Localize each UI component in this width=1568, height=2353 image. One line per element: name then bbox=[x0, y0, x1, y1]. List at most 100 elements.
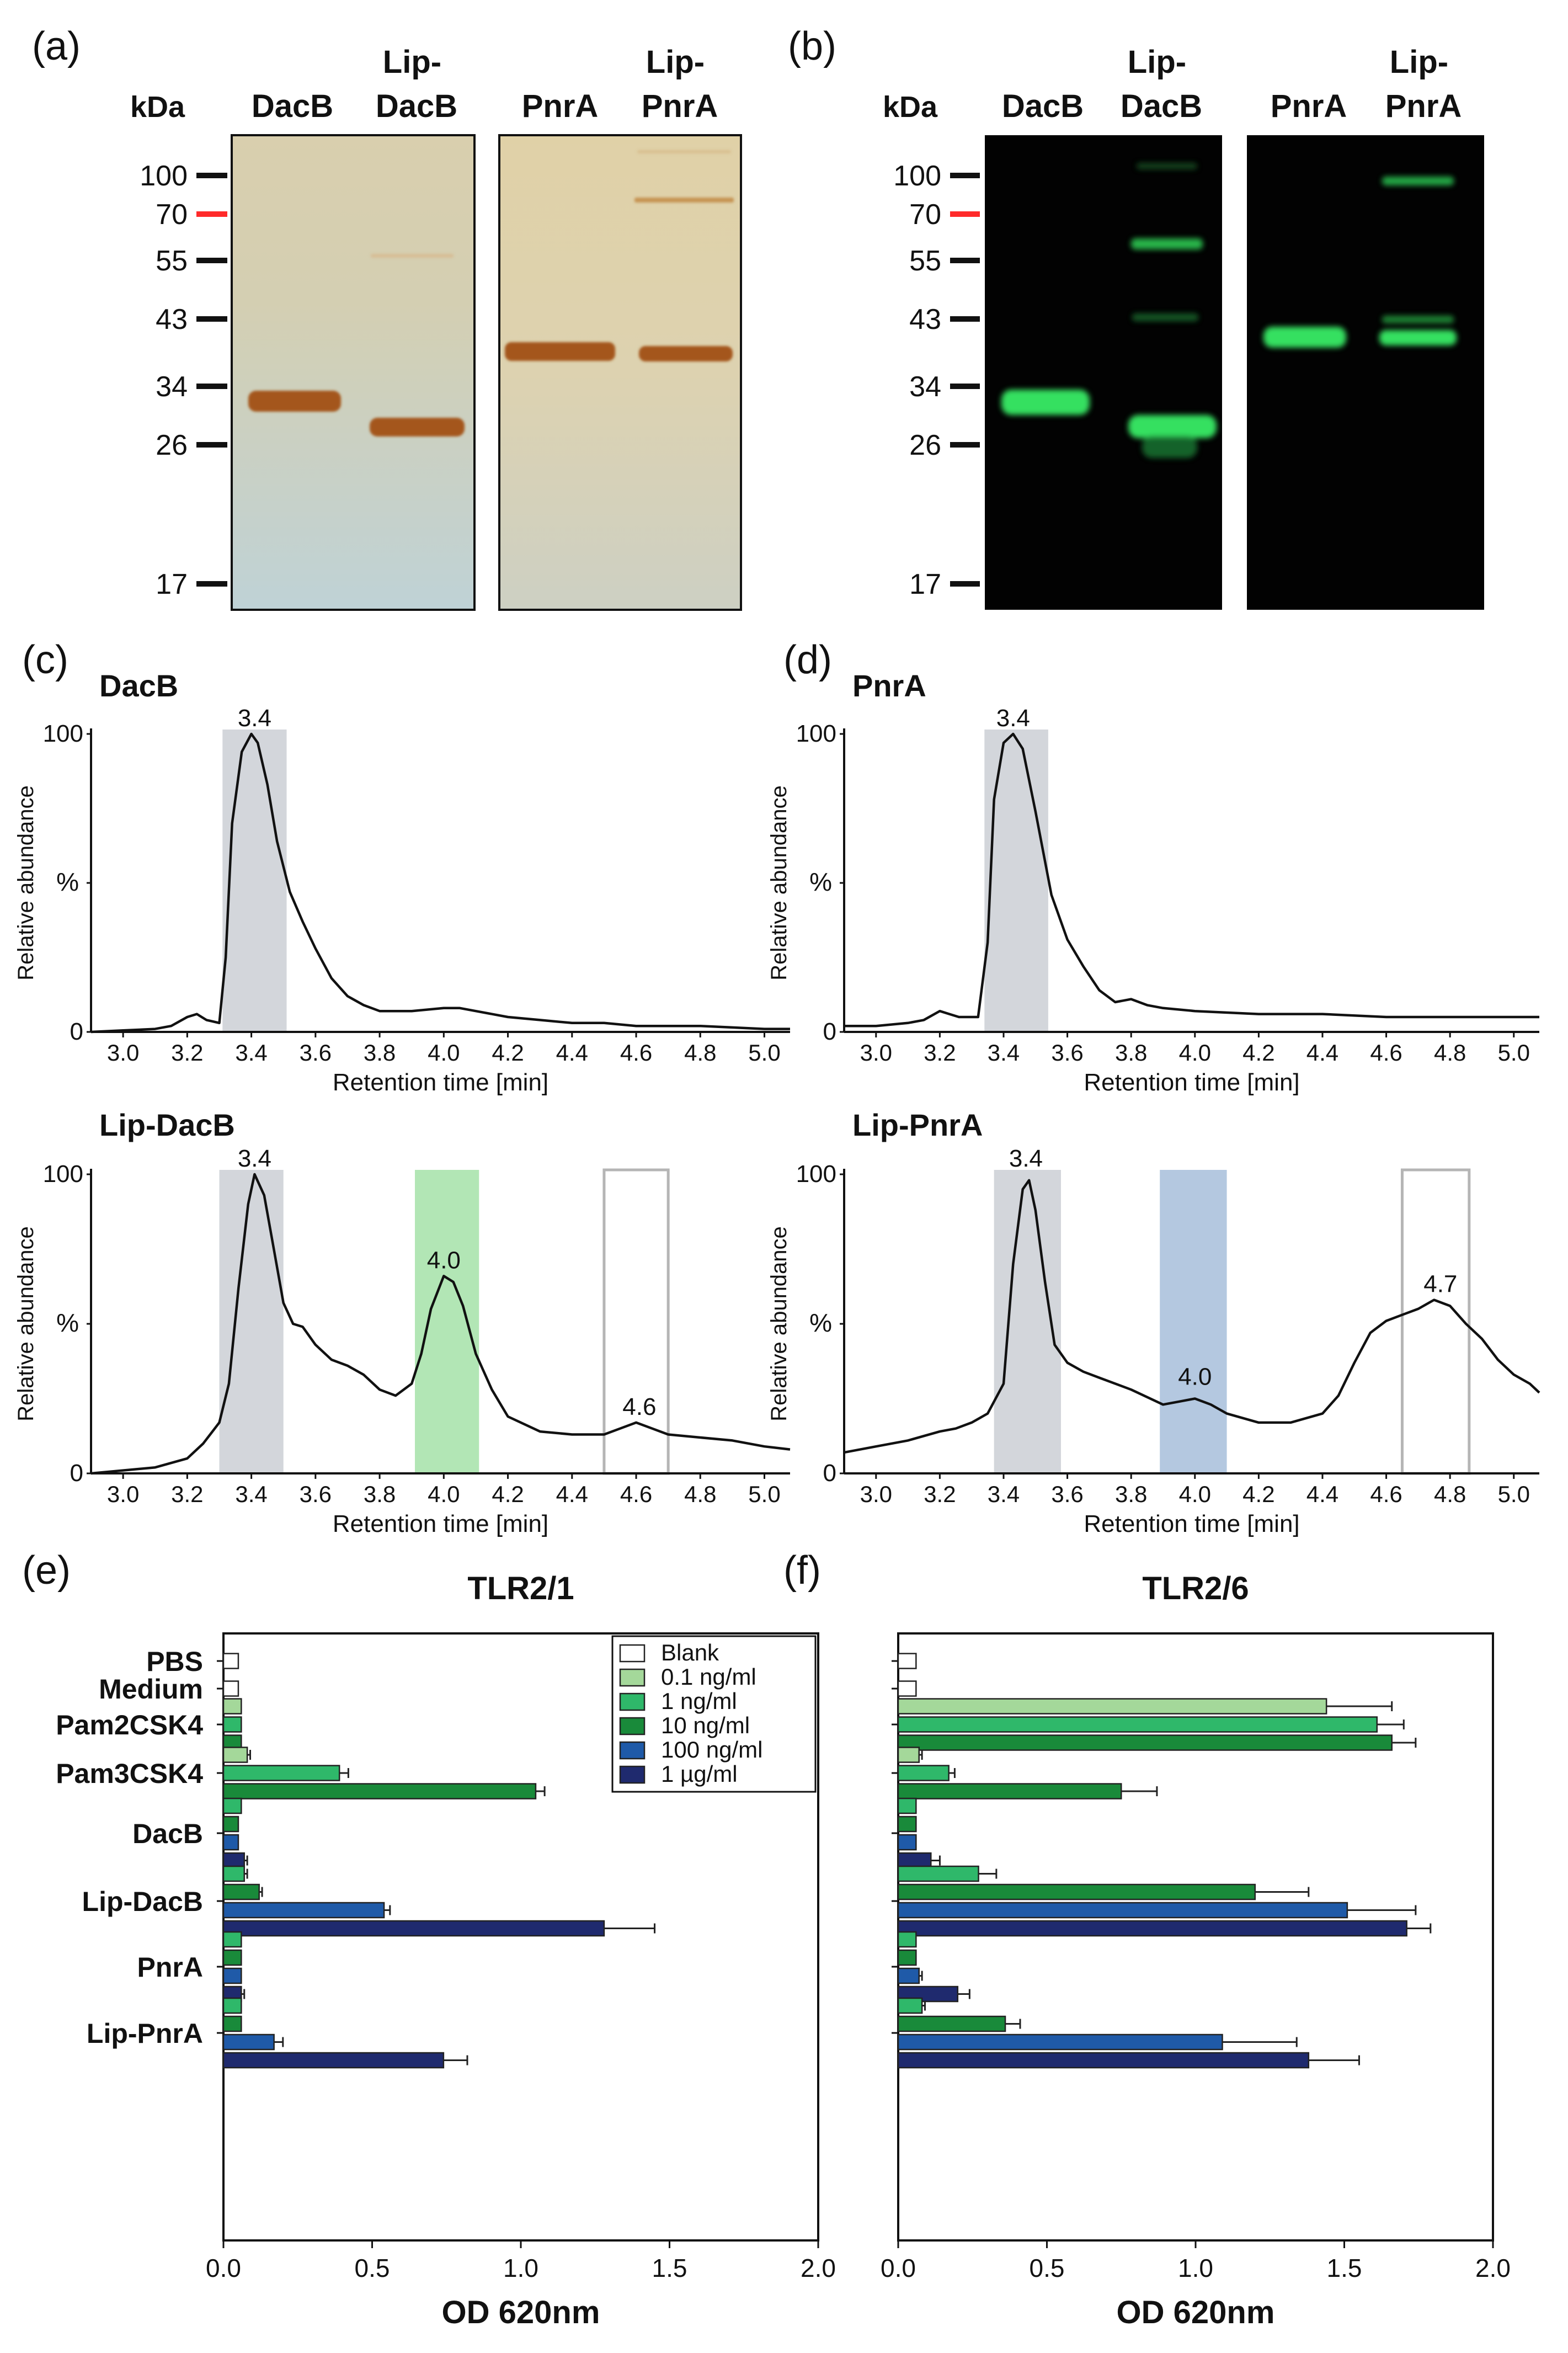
band-dacb-32kda bbox=[248, 391, 341, 412]
x-tick-label: 4.2 bbox=[1242, 1481, 1274, 1507]
peak-label: 4.0 bbox=[427, 1247, 461, 1274]
bar-100-ng-ml bbox=[222, 2033, 275, 2051]
retention-window-outline bbox=[1400, 1168, 1471, 1475]
y-mid-label: % bbox=[56, 1308, 79, 1337]
lane-label-dacb-b: DacB bbox=[1002, 88, 1084, 124]
marker-label: 70 bbox=[909, 199, 941, 231]
bar-10-ng-ml bbox=[897, 2015, 1006, 2032]
lane-label-lipdacb-a: Lip- DacB bbox=[376, 44, 457, 124]
x-tick-label: 5.0 bbox=[1498, 1040, 1530, 1066]
lane-label-pnra-b: PnrA bbox=[1271, 88, 1347, 124]
bar-0-1-ng-ml bbox=[222, 1698, 242, 1715]
x-tick-label: 4.8 bbox=[1434, 1481, 1466, 1507]
bar-100-ng-ml bbox=[897, 1902, 1348, 1919]
x-tick-label: 3.0 bbox=[860, 1481, 892, 1507]
y-mid-label: % bbox=[809, 867, 832, 896]
y-axis-label: Relative abundance bbox=[767, 1226, 791, 1422]
bar-blank bbox=[222, 1653, 239, 1669]
x-tick-label: 3.8 bbox=[1115, 1040, 1147, 1066]
retention-window bbox=[1160, 1170, 1227, 1473]
x-tick-label: 4.8 bbox=[684, 1481, 716, 1507]
x-tick-label: 0.0 bbox=[881, 2254, 916, 2282]
x-tick-label: 3.6 bbox=[1051, 1481, 1083, 1507]
y-tick-label: 0 bbox=[70, 1460, 83, 1487]
fl-band-lipdacb-low bbox=[1128, 415, 1217, 438]
y-tick-label: 0 bbox=[70, 1018, 83, 1045]
category-label: Lip-PnrA bbox=[87, 2018, 203, 2049]
bar-10-ng-ml bbox=[897, 1783, 1122, 1800]
bar-10-ng-ml bbox=[222, 1883, 260, 1901]
lane-label-pnra-a: PnrA bbox=[522, 88, 599, 124]
category-label: Medium bbox=[99, 1674, 203, 1705]
bar-1-ng-ml bbox=[222, 1931, 242, 1948]
retention-window bbox=[415, 1170, 479, 1473]
chromatogram-d1: (d) PnrA 100 0% Relative abundance 3.0 3.2 3.4 3… bbox=[767, 638, 1539, 1096]
fl-band-lipdacb-43 bbox=[1132, 313, 1198, 321]
bar-1-ng-ml bbox=[897, 1797, 917, 1814]
panel-label: (c) bbox=[22, 638, 68, 682]
legend-label: 0.1 ng/ml bbox=[661, 1664, 756, 1690]
bar-1-ng-ml bbox=[222, 1997, 242, 2014]
x-tick-label: 4.4 bbox=[556, 1040, 588, 1066]
y-axis-label: Relative abundance bbox=[767, 785, 791, 981]
legend-swatch bbox=[619, 1765, 646, 1784]
bar-0-1-ng-ml bbox=[897, 1698, 1327, 1715]
bar-10-ng-ml bbox=[897, 1734, 1393, 1751]
legend-label: 10 ng/ml bbox=[661, 1712, 750, 1738]
band-lippnra-110kda bbox=[637, 150, 731, 153]
band-lipdacb-28kda bbox=[370, 418, 465, 436]
marker-label: 34 bbox=[156, 371, 188, 403]
x-tick-label: 4.6 bbox=[620, 1481, 652, 1507]
x-tick-label: 2.0 bbox=[1475, 2254, 1511, 2282]
chart-title: TLR2/1 bbox=[467, 1571, 574, 1606]
marker-label: 26 bbox=[156, 429, 188, 461]
x-tick-label: 1.5 bbox=[652, 2254, 687, 2282]
chromatogram-trace bbox=[844, 1179, 1540, 1454]
marker-label: 34 bbox=[909, 371, 941, 403]
bar-1-ng-ml bbox=[897, 1765, 950, 1781]
lane-label-lippnra-b: Lip- PnrA bbox=[1385, 44, 1462, 124]
band-pnra-38kda bbox=[505, 342, 615, 361]
y-mid-label: % bbox=[56, 867, 79, 896]
retention-window bbox=[222, 730, 287, 1032]
lane-label-dacb-a: DacB bbox=[252, 88, 333, 124]
x-tick-label: 4.6 bbox=[620, 1040, 652, 1066]
x-tick-label: 3.6 bbox=[1051, 1040, 1083, 1066]
y-axis-label: Relative abundance bbox=[14, 1226, 38, 1422]
gel-b-left bbox=[985, 135, 1222, 610]
x-tick-label: 1.0 bbox=[503, 2254, 538, 2282]
band-lippnra-75kda bbox=[634, 198, 734, 203]
panel-label: (d) bbox=[783, 638, 832, 682]
x-tick-label: 4.6 bbox=[1370, 1481, 1402, 1507]
x-tick-label: 3.2 bbox=[171, 1481, 203, 1507]
peak-label: 3.4 bbox=[996, 705, 1030, 732]
bar-10-ng-ml bbox=[897, 1949, 917, 1966]
retention-window-outline bbox=[602, 1168, 670, 1475]
panel-label-a: (a) bbox=[32, 24, 81, 68]
bar-1-ng-ml bbox=[222, 1797, 242, 1814]
legend-swatch bbox=[619, 1717, 646, 1736]
gel-b-right bbox=[1247, 135, 1484, 610]
bar-1-g-ml bbox=[222, 1920, 605, 1937]
x-tick-label: 3.0 bbox=[107, 1040, 139, 1066]
peak-label: 4.0 bbox=[1178, 1364, 1212, 1391]
legend-swatch bbox=[619, 1644, 646, 1663]
x-tick-label: 4.6 bbox=[1370, 1040, 1402, 1066]
marker-label: 43 bbox=[909, 304, 941, 336]
x-tick-label: 4.0 bbox=[1179, 1481, 1211, 1507]
bar-1-ng-ml bbox=[897, 1716, 1378, 1733]
x-tick-label: 4.4 bbox=[1306, 1040, 1338, 1066]
x-tick-label: 3.6 bbox=[300, 1040, 332, 1066]
bar-1-ng-ml bbox=[897, 1931, 917, 1948]
x-tick-label: 4.0 bbox=[1179, 1040, 1211, 1066]
bar-1-g-ml bbox=[897, 2052, 1310, 2069]
x-tick-label: 0.5 bbox=[1030, 2254, 1065, 2282]
fl-band-pnra bbox=[1263, 327, 1346, 348]
lane-label-lipdacb-b: Lip- DacB bbox=[1121, 44, 1202, 124]
bar-10-ng-ml bbox=[897, 1816, 917, 1833]
lane-label-lippnra-a: Lip- PnrA bbox=[642, 44, 718, 124]
marker-ladder-b: 100 70 55 43 34 26 17 bbox=[893, 160, 980, 600]
bar-blank bbox=[897, 1653, 917, 1669]
fl-band-lipdacb-55 bbox=[1131, 238, 1203, 249]
